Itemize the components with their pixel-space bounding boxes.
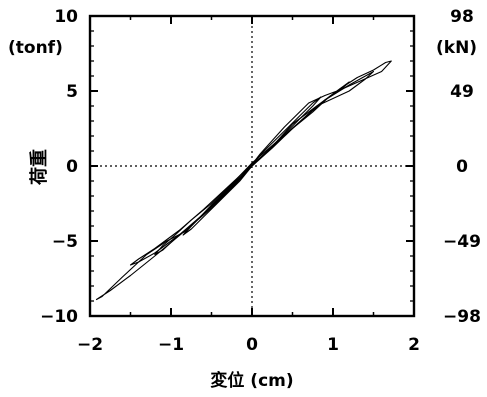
hysteresis-loop-3 <box>129 70 375 266</box>
y-tick-label-left: 5 <box>66 82 78 102</box>
y-axis-title: 荷重 <box>28 149 50 185</box>
x-tick-label: 0 <box>246 335 258 355</box>
x-tick-label: 1 <box>327 335 339 355</box>
y-tick-label-right: 0 <box>456 157 468 177</box>
y-tick-label-right: 49 <box>450 82 474 102</box>
y-tick-label-right: 98 <box>450 7 474 27</box>
y-tick-label-right: −98 <box>443 307 481 327</box>
y-unit-right-label: (kN) <box>436 38 477 58</box>
x-tick-label: −1 <box>158 335 184 355</box>
x-tick-label: −2 <box>77 335 103 355</box>
hysteresis-loop-4 <box>95 60 392 301</box>
y-tick-label-right: −49 <box>443 232 481 252</box>
x-axis-title: 変位 (cm) <box>210 370 293 391</box>
y-tick-label-left: 0 <box>66 157 78 177</box>
y-tick-label-left: 10 <box>54 7 78 27</box>
x-tick-label: 2 <box>408 335 420 355</box>
plot-area <box>90 16 414 316</box>
y-unit-left-label: (tonf) <box>8 38 63 58</box>
y-tick-label-left: −5 <box>52 232 78 252</box>
y-tick-label-left: −10 <box>40 307 78 327</box>
